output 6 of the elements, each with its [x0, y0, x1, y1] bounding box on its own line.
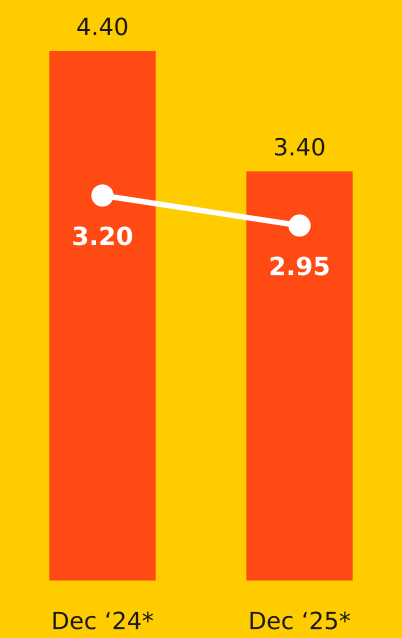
data-label: 2.95 [270, 256, 329, 276]
x-tick-label: Dec ‘25* [250, 612, 350, 630]
data-label: 3.40 [275, 138, 324, 156]
data-label: 4.40 [77, 17, 128, 36]
data-label: 3.20 [73, 226, 132, 246]
x-tick-label: Dec ‘24* [54, 612, 154, 630]
